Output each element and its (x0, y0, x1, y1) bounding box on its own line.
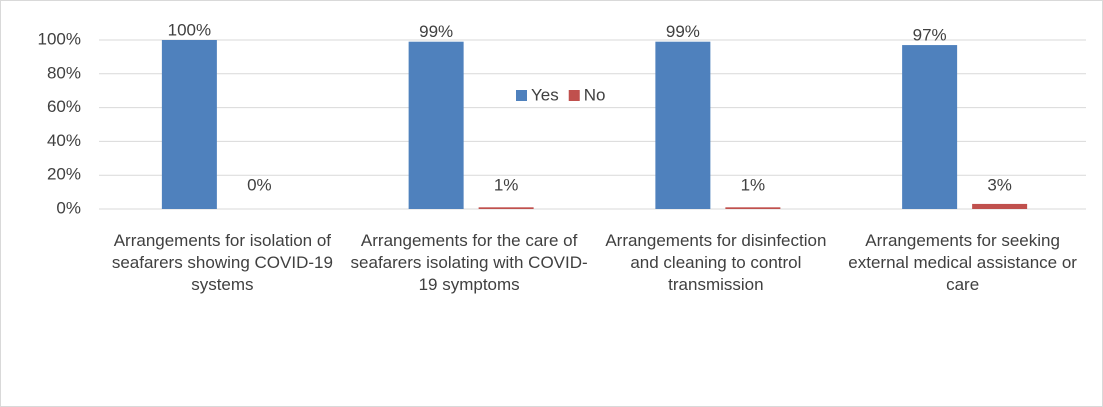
bar (478, 207, 534, 209)
data-label: 97% (913, 26, 947, 45)
y-tick-label: 100% (38, 29, 81, 48)
y-tick-label: 60% (47, 97, 81, 116)
y-tick-label: 0% (56, 198, 81, 217)
y-tick-label: 80% (47, 63, 81, 82)
bar (725, 207, 781, 209)
data-label: 99% (666, 22, 700, 41)
bar (655, 41, 711, 209)
y-tick-label: 20% (47, 165, 81, 184)
y-tick-label: 40% (47, 131, 81, 150)
data-label: 3% (987, 175, 1012, 194)
bar (161, 40, 217, 209)
x-tick-label: Arrangements for the care of seafarers i… (350, 231, 588, 294)
legend-label: No (584, 85, 606, 104)
bar (408, 41, 464, 209)
legend-label: Yes (531, 85, 559, 104)
data-label: 99% (419, 22, 453, 41)
legend-swatch (568, 90, 580, 101)
bar (902, 45, 958, 209)
x-tick-label: Arrangements for disinfection and cleani… (605, 231, 827, 294)
data-label: 0% (247, 175, 272, 194)
x-tick-label: Arrangements for isolation of seafarers … (111, 231, 333, 294)
data-label: 1% (494, 175, 519, 194)
x-tick-label: Arrangements for seeking external medica… (848, 231, 1077, 294)
bar (972, 203, 1028, 209)
legend-swatch (516, 90, 527, 101)
data-label: 1% (741, 175, 766, 194)
data-label: 100% (168, 20, 211, 39)
